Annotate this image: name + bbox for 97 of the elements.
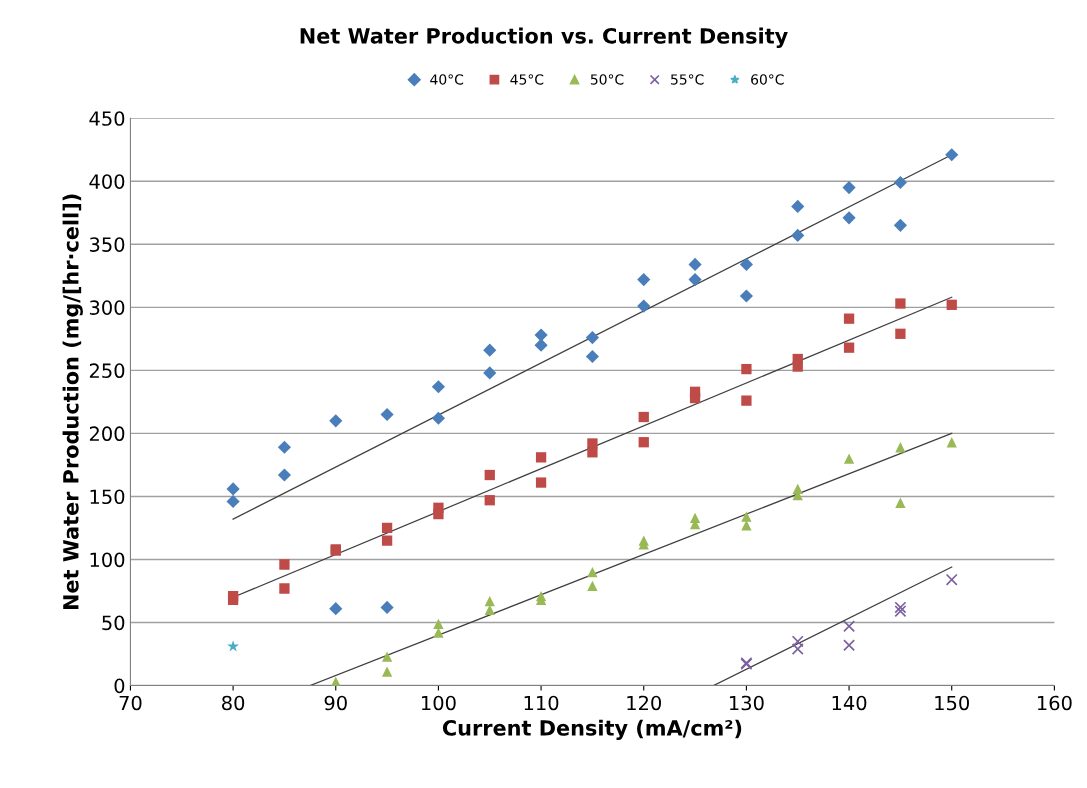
point — [535, 477, 547, 488]
point — [380, 407, 394, 422]
point — [277, 468, 292, 482]
x-tick-label: 150 — [935, 695, 969, 711]
point — [637, 299, 651, 313]
point — [329, 602, 343, 616]
point — [587, 566, 598, 578]
point — [893, 218, 907, 232]
chart-title: Net Water Production vs. Current Density — [300, 27, 788, 48]
x-tick-label: 70 — [119, 695, 142, 711]
y-tick-label: 100 — [90, 552, 125, 568]
y-tick-label: 250 — [89, 363, 125, 379]
point — [946, 299, 957, 310]
point — [842, 180, 856, 195]
point — [895, 298, 906, 309]
point — [895, 442, 906, 453]
point — [433, 618, 444, 629]
point — [277, 440, 292, 454]
point — [791, 199, 805, 214]
legend-label: 55°C — [671, 74, 704, 85]
x-tick-label: 80 — [222, 695, 245, 711]
point — [433, 508, 444, 520]
point — [893, 175, 907, 190]
y-tick-label: 450 — [89, 111, 125, 126]
point — [381, 651, 393, 662]
point — [227, 594, 239, 605]
point — [792, 361, 803, 372]
point — [688, 257, 702, 272]
point — [791, 643, 804, 655]
x-tick-label: 100 — [422, 695, 456, 711]
point — [587, 447, 598, 458]
x-tick-label: 90 — [324, 695, 347, 711]
legend-label: 60°C — [751, 74, 784, 85]
point — [431, 411, 446, 425]
point — [791, 228, 805, 243]
y-tick-label: 400 — [89, 174, 125, 189]
point — [688, 272, 702, 287]
legend-label: 45°C — [510, 74, 544, 85]
point — [381, 535, 393, 546]
point — [739, 257, 753, 272]
y-axis-title: Net Water Production (mg/[hr·cell]) — [62, 194, 83, 610]
point — [585, 330, 599, 345]
x-tick-label: 130 — [729, 695, 764, 711]
point — [638, 411, 649, 423]
point — [585, 349, 599, 364]
point — [739, 289, 753, 303]
point — [226, 494, 240, 509]
point — [483, 343, 497, 357]
point — [279, 583, 290, 594]
point — [431, 380, 446, 394]
point — [895, 497, 906, 508]
point — [637, 272, 651, 287]
point — [638, 437, 649, 448]
point — [741, 395, 752, 406]
point — [689, 392, 701, 404]
y-tick-label: 50 — [102, 615, 125, 631]
point — [483, 366, 497, 380]
point — [535, 452, 547, 463]
point — [534, 338, 548, 352]
x-axis-title: Current Density (mA/cm²) — [442, 719, 742, 740]
y-tick-label: 300 — [89, 300, 125, 315]
y-tick-label: 150 — [90, 489, 125, 505]
point — [381, 666, 393, 677]
point — [843, 620, 856, 633]
point — [843, 342, 855, 353]
point — [484, 595, 495, 607]
point — [741, 511, 752, 522]
point — [843, 453, 855, 464]
point — [279, 559, 290, 570]
x-tick-label: 140 — [832, 695, 867, 711]
x-tick-label: 120 — [627, 695, 662, 711]
point — [741, 363, 752, 375]
point — [791, 635, 804, 648]
x-tick-label: 110 — [524, 695, 559, 711]
legend-label: 40°C — [430, 74, 464, 85]
point — [484, 469, 495, 481]
point — [945, 573, 958, 586]
x-tick-label: 160 — [1037, 695, 1072, 711]
legend-label: 50°C — [590, 74, 624, 85]
point — [842, 211, 856, 225]
point — [945, 148, 959, 162]
point — [534, 328, 548, 342]
point — [226, 482, 240, 496]
point — [895, 328, 906, 339]
y-tick-label: 0 — [114, 678, 125, 694]
point — [843, 639, 856, 652]
point — [381, 522, 393, 534]
point — [484, 495, 495, 506]
y-tick-label: 350 — [89, 237, 125, 252]
point — [329, 414, 343, 428]
point — [843, 313, 855, 324]
point — [894, 605, 907, 618]
point — [587, 580, 598, 592]
point — [741, 520, 752, 531]
point — [380, 600, 394, 614]
y-tick-label: 200 — [89, 426, 125, 442]
point — [894, 601, 907, 614]
